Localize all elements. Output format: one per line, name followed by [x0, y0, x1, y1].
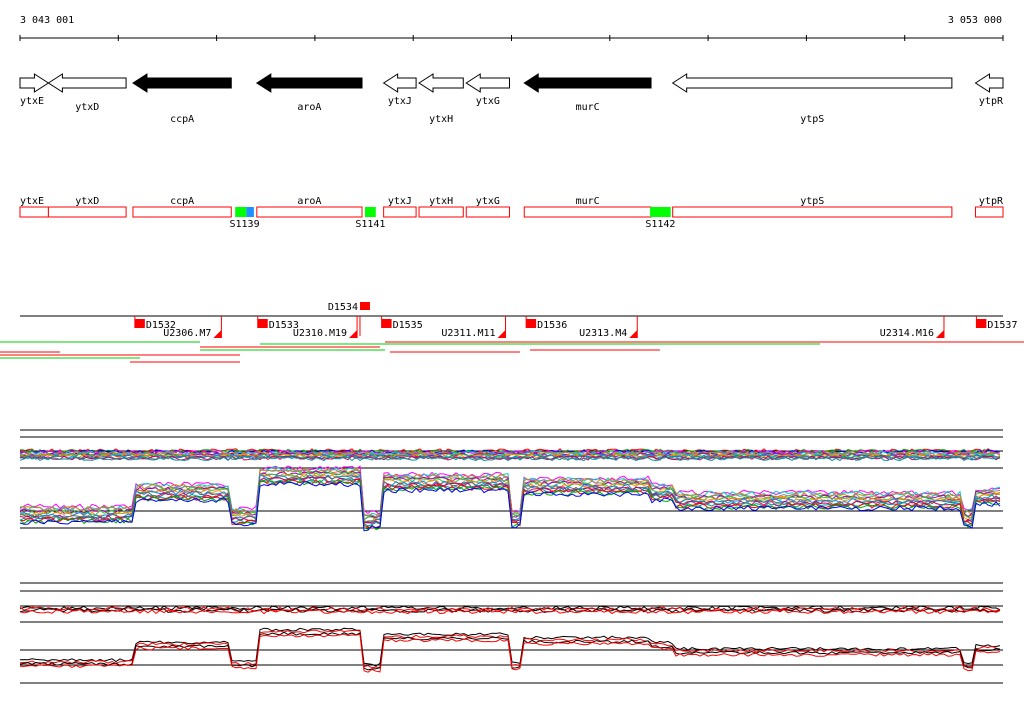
- gene-label-ytpR: ytpR: [979, 96, 1004, 107]
- s-label-S1139: S1139: [229, 219, 259, 230]
- s-label-S1141: S1141: [355, 219, 385, 230]
- probe-track: D1532 D1533 D1534 D1535 D1536 D1537 U2306.M7 U2…: [20, 302, 1017, 339]
- s-region-S1141[interactable]: [364, 207, 376, 217]
- feature-label-ytpR: ytpR: [979, 196, 1004, 207]
- gene-label-ytpS: ytpS: [800, 114, 824, 125]
- feature-box-murC[interactable]: [523, 206, 652, 218]
- gene-label-ytxH: ytxH: [429, 114, 453, 125]
- panel-top-series-line: [19, 456, 1001, 462]
- feature-box-ytxE[interactable]: [19, 206, 49, 218]
- d-probe-D1536[interactable]: [526, 319, 537, 328]
- u-label-U2310.M19: U2310.M19: [293, 328, 347, 339]
- gene-arrow-ytxE[interactable]: [19, 73, 50, 93]
- gene-arrow-ytxJ[interactable]: [382, 73, 417, 93]
- d-probe-label-D1533: D1533: [269, 320, 299, 331]
- d-probe-label-D1536: D1536: [537, 320, 567, 331]
- panel-top-series-line: [19, 454, 1001, 461]
- feature-box-ytxH[interactable]: [418, 206, 464, 218]
- gene-arrow-murC[interactable]: [523, 73, 652, 93]
- panel-top-series-line: [19, 481, 1001, 532]
- u-marker-U2306.M7[interactable]: [213, 330, 222, 338]
- gene-arrow-ccpA[interactable]: [132, 73, 232, 93]
- feature-box-ytpS[interactable]: [672, 206, 953, 218]
- feature-label-aroA: aroA: [297, 196, 321, 207]
- feature-label-ytxJ: ytxJ: [388, 196, 412, 207]
- gene-label-ytxG: ytxG: [476, 96, 500, 107]
- gene-arrow-ytpS[interactable]: [671, 73, 953, 93]
- d-probe-D1534[interactable]: [359, 302, 370, 310]
- feature-label-murC: murC: [576, 196, 600, 207]
- ruler-ticks: [19, 35, 1004, 41]
- coordinate-ruler: 3 043 001 3 053 000: [19, 15, 1004, 41]
- feature-box-track: ytxE ytxD ccpA aroA ytxJ ytxH ytxG murC ytpS ytpR…: [19, 196, 1004, 230]
- u-label-U2306.M7: U2306.M7: [163, 328, 211, 339]
- panel-bottom-series-line: [19, 606, 1001, 612]
- expression-panel-multicolor: [19, 429, 1003, 532]
- feature-box-aroA[interactable]: [256, 206, 363, 218]
- u-label-U2313.M4: U2313.M4: [579, 328, 627, 339]
- d-probe-label-D1535: D1535: [393, 320, 423, 331]
- d-probe-D1535[interactable]: [381, 319, 392, 328]
- gene-label-ytxE: ytxE: [20, 96, 44, 107]
- s-region-S1139[interactable]: [235, 207, 247, 217]
- panel-bottom-series-line: [19, 609, 1001, 615]
- gene-arrow-ytxH[interactable]: [418, 73, 464, 93]
- gene-label-ytxJ: ytxJ: [388, 96, 412, 107]
- ruler-end-label: 3 053 000: [948, 15, 1002, 26]
- s-region-S1139-part: [246, 207, 254, 217]
- panel-bottom-series-line: [19, 633, 1001, 673]
- gene-arrow-track: ytxE ytxD ccpA aroA ytxJ ytxH ytxG murC ytpS ytpR: [19, 73, 1004, 125]
- expression-panel-red-black: [19, 582, 1003, 684]
- s-region-S1142[interactable]: [650, 207, 671, 217]
- feature-label-ytpS: ytpS: [800, 196, 824, 207]
- feature-label-ytxG: ytxG: [476, 196, 500, 207]
- coverage-lines: [0, 341, 1024, 363]
- feature-box-ytpR[interactable]: [974, 206, 1004, 218]
- gene-label-ccpA: ccpA: [170, 114, 194, 125]
- d-probe-label-D1537: D1537: [987, 320, 1017, 331]
- gene-label-murC: murC: [576, 102, 600, 113]
- feature-box-ytxG[interactable]: [465, 206, 510, 218]
- gene-label-ytxD: ytxD: [75, 102, 99, 113]
- panel-top-series-line: [19, 455, 1001, 461]
- u-marker-U2314.M16[interactable]: [935, 330, 944, 338]
- ruler-start-label: 3 043 001: [20, 15, 74, 26]
- u-marker-U2313.M4[interactable]: [629, 330, 638, 338]
- gene-label-aroA: aroA: [297, 102, 321, 113]
- s-label-S1142: S1142: [645, 219, 675, 230]
- gene-arrow-ytxD[interactable]: [47, 73, 127, 93]
- u-label-U2314.M16: U2314.M16: [880, 328, 934, 339]
- feature-box-ytxD[interactable]: [47, 206, 127, 218]
- panel-bottom-series-line: [19, 629, 1001, 669]
- gene-arrow-aroA[interactable]: [255, 73, 363, 93]
- d-probe-D1537[interactable]: [976, 319, 987, 328]
- feature-label-ytxE: ytxE: [20, 196, 44, 207]
- d-probe-label-D1532: D1532: [146, 320, 176, 331]
- feature-box-ytxJ[interactable]: [383, 206, 417, 218]
- u-marker-U2311.M11[interactable]: [497, 330, 506, 338]
- feature-box-ccpA[interactable]: [132, 206, 232, 218]
- d-probe-D1533[interactable]: [257, 319, 268, 328]
- u-marker-U2310.M19[interactable]: [349, 330, 358, 338]
- feature-label-ytxD: ytxD: [75, 196, 99, 207]
- gene-arrow-ytpR[interactable]: [974, 73, 1004, 93]
- d-probe-D1532[interactable]: [134, 319, 145, 328]
- d-probe-label-D1534: D1534: [328, 302, 358, 313]
- u-label-U2311.M11: U2311.M11: [441, 328, 495, 339]
- feature-label-ytxH: ytxH: [429, 196, 453, 207]
- gene-arrow-ytxG[interactable]: [465, 73, 510, 93]
- feature-label-ccpA: ccpA: [170, 196, 194, 207]
